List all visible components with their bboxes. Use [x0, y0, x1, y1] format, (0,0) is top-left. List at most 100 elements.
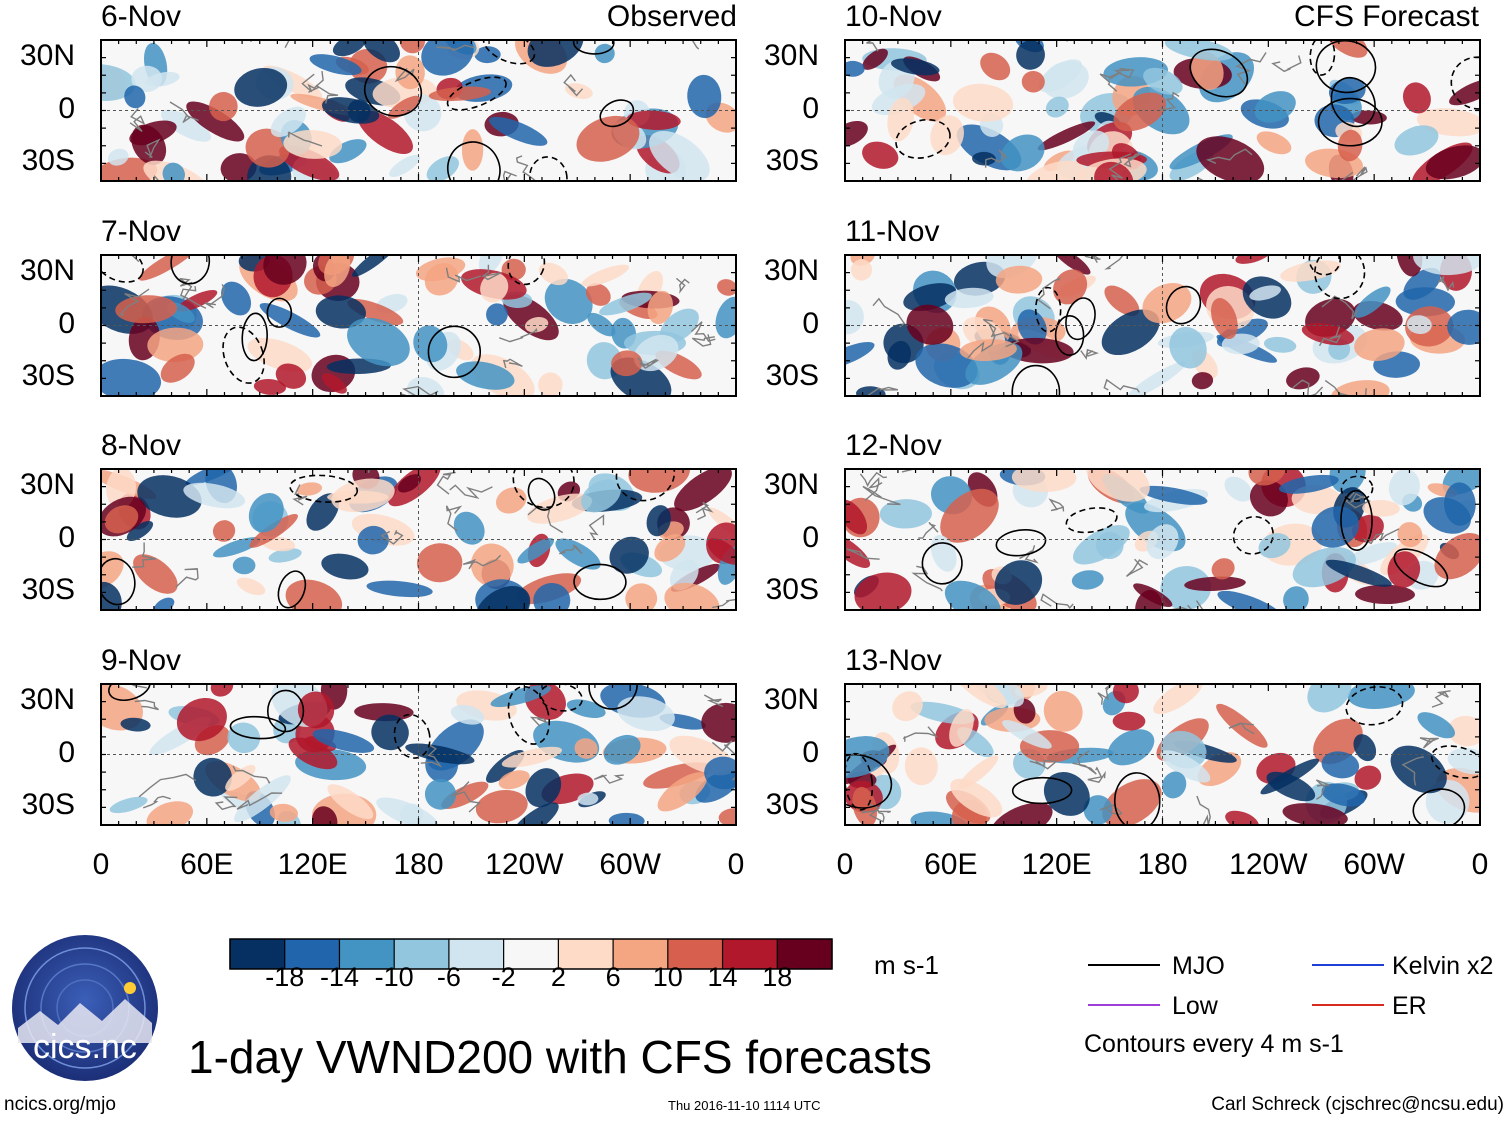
anomaly-blob: [944, 580, 1001, 610]
anomaly-blob: [1164, 40, 1233, 61]
anomaly-blob: [574, 738, 598, 759]
anomaly-blob: [1107, 729, 1155, 766]
anomaly-blob: [247, 155, 292, 181]
coastline: [1437, 274, 1455, 292]
coastline: [1292, 379, 1324, 396]
coastline: [867, 802, 885, 823]
map-panel: [100, 468, 737, 611]
panel-date: 9-Nov: [101, 644, 182, 677]
coastline: [129, 108, 146, 132]
anomaly-blob: [183, 482, 246, 509]
anomaly-blob: [1447, 715, 1480, 747]
coastline: [1431, 690, 1451, 708]
coastline: [1108, 153, 1132, 181]
anomaly-blob: [162, 162, 185, 181]
coastline: [703, 694, 724, 708]
anomaly-blob: [1301, 323, 1355, 346]
anomaly-blob: [1249, 480, 1288, 517]
anomaly-blob: [1126, 361, 1186, 396]
anomaly-blob: [1160, 566, 1212, 610]
anomaly-blob: [133, 554, 178, 594]
anomaly-blob: [424, 778, 457, 810]
anomaly-blob: [352, 255, 398, 277]
coastline: [236, 792, 283, 810]
anomaly-blob: [1190, 51, 1224, 91]
anomaly-blob: [1353, 734, 1377, 762]
coastline: [1061, 40, 1069, 42]
coastline: [691, 334, 715, 347]
y-tick-label: 30S: [21, 788, 75, 821]
anomaly-blob: [649, 130, 710, 181]
anomaly-blob: [137, 475, 202, 518]
anomaly-blob: [1042, 60, 1089, 99]
coastline: [691, 40, 700, 50]
anomaly-blob: [850, 259, 873, 281]
colorbar-tick-label: -10: [374, 962, 414, 992]
anomaly-blob: [263, 255, 307, 285]
anomaly-blob: [1449, 78, 1480, 106]
anomaly-blob: [968, 684, 1025, 707]
mjo-contour: [101, 557, 136, 606]
anomaly-blob: [1086, 469, 1150, 502]
coastline: [1228, 722, 1255, 735]
mjo-contour: [895, 118, 951, 159]
anomaly-blob: [474, 46, 501, 64]
mjo-contour: [170, 255, 211, 285]
x-tick-label: 120E: [277, 848, 348, 881]
coastline: [481, 264, 502, 281]
colorbar-tick-label: 6: [605, 962, 621, 992]
anomaly-blob: [428, 86, 492, 102]
mjo-contour: [1345, 686, 1404, 726]
anomaly-blob: [366, 580, 433, 598]
anomaly-blob: [1434, 532, 1480, 580]
mjo-contour: [528, 156, 568, 181]
anomaly-blob: [362, 40, 400, 63]
x-tick-label: 120E: [1021, 848, 1092, 881]
mjo-contour: [1011, 776, 1073, 805]
coastline: [134, 699, 159, 711]
anomaly-blob: [887, 97, 914, 142]
anomaly-blob: [1355, 584, 1415, 605]
coastline: [1103, 378, 1140, 393]
mjo-contour: [1450, 56, 1480, 110]
anomaly-blob: [120, 717, 151, 732]
anomaly-blob: [275, 363, 307, 389]
mjo-contour: [222, 326, 265, 384]
anomaly-blob: [1011, 469, 1077, 492]
anomaly-blob: [426, 156, 460, 181]
anomaly-blob: [577, 792, 599, 806]
anomaly-blob: [1326, 40, 1368, 58]
anomaly-blob: [327, 784, 374, 820]
anomaly-blob: [486, 303, 508, 326]
panel-date: 8-Nov: [101, 429, 182, 462]
anomaly-blob: [495, 487, 527, 514]
anomaly-blob: [1104, 285, 1140, 316]
anomaly-blob: [1112, 684, 1139, 704]
anomaly-blob: [972, 151, 996, 166]
colorbar-swatch: [448, 939, 505, 969]
anomaly-blob: [906, 304, 954, 345]
anomaly-blob: [581, 479, 621, 513]
anomaly-blob: [247, 337, 313, 373]
coastline: [1235, 52, 1267, 85]
y-tick-label: 30N: [763, 254, 819, 287]
anomaly-blob: [511, 802, 559, 825]
anomaly-blob: [980, 52, 1011, 81]
anomaly-blob: [1045, 96, 1069, 118]
anomaly-blob: [424, 263, 459, 296]
coastline: [1170, 600, 1204, 610]
mjo-contour: [241, 312, 268, 362]
anomaly-blob: [475, 789, 528, 824]
coastline: [462, 554, 502, 570]
anomaly-blob: [312, 806, 338, 825]
mjo-contour: [1430, 745, 1480, 779]
units-label: m s-1: [874, 950, 939, 980]
x-tick-label: 0: [727, 848, 745, 881]
y-tick-label: 0: [802, 735, 819, 769]
coastline: [1324, 379, 1367, 396]
coastline: [872, 297, 906, 328]
colorbar-swatch: [284, 939, 340, 969]
anomaly-blob: [940, 488, 999, 543]
anomaly-blob: [416, 543, 463, 583]
coastline: [436, 471, 456, 495]
